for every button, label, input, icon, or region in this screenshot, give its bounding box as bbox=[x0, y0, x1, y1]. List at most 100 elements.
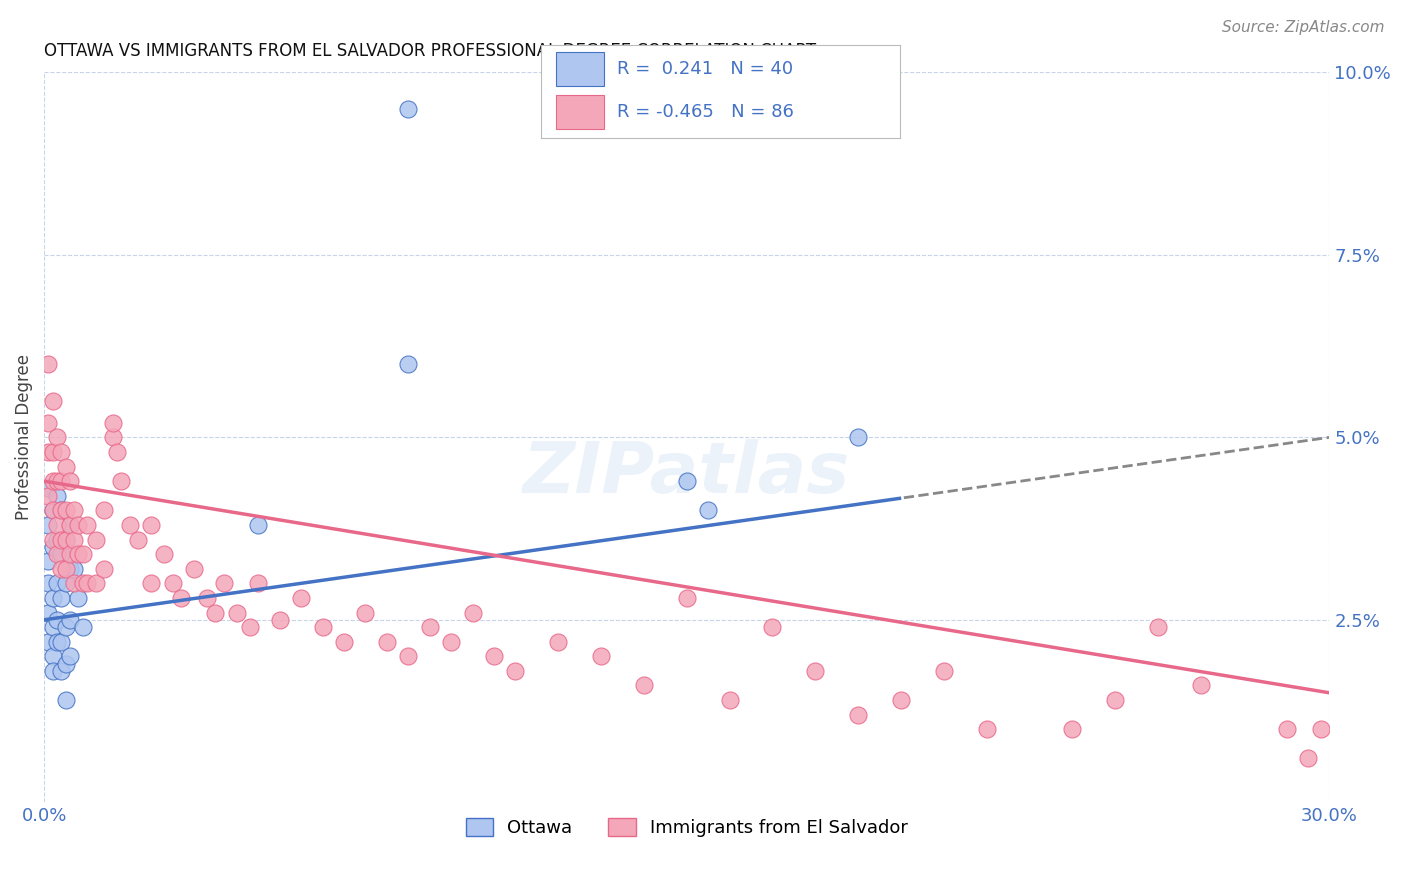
Point bbox=[101, 416, 124, 430]
Point bbox=[55, 576, 77, 591]
Point bbox=[93, 503, 115, 517]
Point bbox=[72, 547, 94, 561]
Point bbox=[269, 613, 291, 627]
Point bbox=[419, 620, 441, 634]
Point bbox=[55, 503, 77, 517]
Point bbox=[59, 613, 82, 627]
Point bbox=[225, 606, 247, 620]
Point bbox=[547, 634, 569, 648]
Point bbox=[41, 393, 63, 408]
Point bbox=[247, 517, 270, 532]
Point bbox=[51, 533, 73, 547]
Point bbox=[84, 533, 107, 547]
Point bbox=[41, 503, 63, 517]
Point bbox=[110, 474, 132, 488]
Point bbox=[505, 664, 527, 678]
Point bbox=[311, 620, 333, 634]
Point bbox=[37, 445, 59, 459]
Point bbox=[55, 459, 77, 474]
Point bbox=[46, 547, 69, 561]
Point bbox=[51, 562, 73, 576]
Text: R =  0.241   N = 40: R = 0.241 N = 40 bbox=[617, 60, 793, 78]
Point bbox=[846, 430, 869, 444]
Point bbox=[105, 445, 128, 459]
Point bbox=[890, 693, 912, 707]
Point bbox=[59, 517, 82, 532]
Point bbox=[1104, 693, 1126, 707]
Point bbox=[46, 634, 69, 648]
Point bbox=[55, 533, 77, 547]
Point bbox=[162, 576, 184, 591]
Point bbox=[333, 634, 356, 648]
Point bbox=[697, 503, 720, 517]
Point bbox=[204, 606, 226, 620]
Point bbox=[118, 517, 141, 532]
Point bbox=[55, 657, 77, 671]
Point bbox=[41, 664, 63, 678]
Point bbox=[41, 591, 63, 605]
Point bbox=[396, 102, 419, 116]
Point bbox=[37, 489, 59, 503]
Point bbox=[396, 357, 419, 371]
Point bbox=[46, 489, 69, 503]
Point bbox=[46, 517, 69, 532]
Point bbox=[37, 576, 59, 591]
Point bbox=[46, 474, 69, 488]
Point bbox=[195, 591, 218, 605]
Point bbox=[1189, 678, 1212, 692]
Point bbox=[239, 620, 262, 634]
Point bbox=[37, 357, 59, 371]
Point bbox=[183, 562, 205, 576]
Point bbox=[37, 554, 59, 568]
Point bbox=[932, 664, 955, 678]
Point bbox=[461, 606, 484, 620]
Point bbox=[55, 533, 77, 547]
Point bbox=[1309, 723, 1331, 737]
Point bbox=[72, 620, 94, 634]
Point bbox=[46, 430, 69, 444]
Legend: Ottawa, Immigrants from El Salvador: Ottawa, Immigrants from El Salvador bbox=[458, 811, 915, 845]
Bar bbox=[555, 52, 605, 86]
Point bbox=[170, 591, 193, 605]
Point bbox=[41, 503, 63, 517]
Point bbox=[212, 576, 235, 591]
Point bbox=[51, 474, 73, 488]
Point bbox=[72, 576, 94, 591]
Point bbox=[84, 576, 107, 591]
Point bbox=[46, 576, 69, 591]
Point bbox=[396, 649, 419, 664]
Y-axis label: Professional Degree: Professional Degree bbox=[15, 354, 32, 520]
Point bbox=[675, 474, 697, 488]
Point bbox=[41, 540, 63, 554]
Point bbox=[76, 576, 98, 591]
Point bbox=[59, 517, 82, 532]
Point bbox=[55, 562, 77, 576]
Point bbox=[51, 503, 73, 517]
Point bbox=[51, 547, 73, 561]
Point bbox=[141, 576, 163, 591]
Point bbox=[59, 547, 82, 561]
Point bbox=[63, 562, 86, 576]
Point bbox=[718, 693, 741, 707]
Point bbox=[1275, 723, 1298, 737]
Point bbox=[1062, 723, 1084, 737]
Point bbox=[63, 576, 86, 591]
Point bbox=[141, 517, 163, 532]
Point bbox=[675, 591, 697, 605]
Point bbox=[59, 562, 82, 576]
Point bbox=[59, 474, 82, 488]
Point bbox=[55, 620, 77, 634]
Point bbox=[51, 591, 73, 605]
Point bbox=[1296, 751, 1319, 765]
Point bbox=[37, 634, 59, 648]
Point bbox=[804, 664, 827, 678]
Bar bbox=[555, 95, 605, 129]
Point bbox=[153, 547, 176, 561]
Point bbox=[59, 649, 82, 664]
Point bbox=[41, 620, 63, 634]
Point bbox=[46, 533, 69, 547]
Point bbox=[51, 445, 73, 459]
Point bbox=[354, 606, 377, 620]
Point bbox=[482, 649, 505, 664]
Point bbox=[51, 503, 73, 517]
